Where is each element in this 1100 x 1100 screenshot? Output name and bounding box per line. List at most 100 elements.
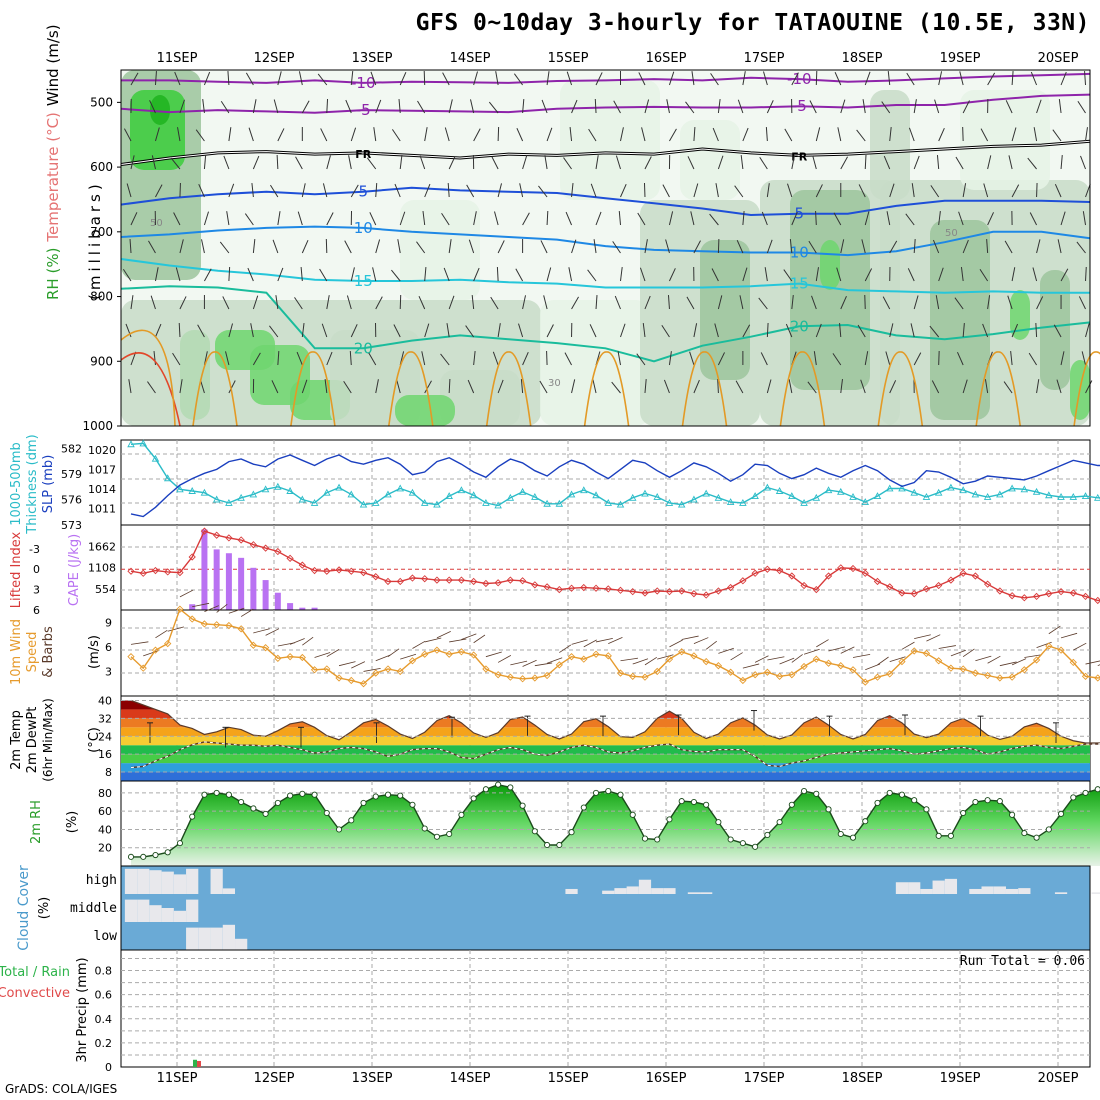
cloud-ylabel: (%) [37, 897, 52, 920]
lifted-index-tick-label: 3 [33, 584, 40, 597]
thickness-line-point [983, 493, 992, 500]
surface-wind-barb [253, 628, 270, 634]
wind-barb [251, 183, 254, 198]
rh-line-point [409, 801, 416, 808]
wind-barb [833, 212, 842, 226]
wind-barb [490, 296, 499, 310]
wind-barb [272, 239, 279, 254]
wind-barb [471, 295, 475, 310]
temperature-tick-label: 16 [98, 748, 112, 761]
wind-barb [858, 184, 866, 198]
wind-barb [125, 323, 132, 338]
wind-barb [571, 379, 576, 394]
rh-line-point [433, 833, 440, 840]
wind-barb [448, 378, 451, 394]
cloud-side-label: Cloud Cover [16, 865, 32, 951]
wind-barb [742, 324, 751, 338]
thickness-line-point [800, 498, 808, 506]
lifted-index-line-point [151, 566, 160, 575]
wind-barb [375, 99, 382, 114]
wind-barb [348, 155, 352, 170]
wind-barb [1077, 100, 1086, 114]
wind-barb [228, 183, 235, 198]
wind-barb [179, 239, 184, 254]
wind-barb [1028, 352, 1037, 366]
wind-barb [219, 241, 230, 254]
isotherm-label: 20 [354, 339, 373, 357]
low-cloud-bar [210, 927, 223, 950]
slp-line [130, 454, 1100, 518]
date-label-bottom: 18SEP [842, 1071, 883, 1086]
wind-barb [693, 240, 701, 254]
wind-barb [301, 323, 305, 338]
thickness-line-point [176, 485, 184, 493]
surface-wind-barb [791, 654, 803, 663]
wind-barb [911, 183, 915, 198]
lifted-index-line-point [665, 588, 674, 596]
lifted-index-line-point [433, 576, 441, 584]
wind-speed-line-point [873, 673, 882, 681]
wind-barb [123, 128, 132, 142]
wind-barb [740, 155, 744, 170]
wind-speed-line-point [849, 666, 857, 674]
wind-speed-line-point [604, 652, 612, 660]
rh-line-point [1033, 834, 1040, 841]
thickness-line-point [775, 487, 784, 494]
surface-wind-barb [767, 656, 785, 661]
wind-barb [424, 183, 431, 198]
rh-line-point [127, 853, 135, 860]
thickness-line-point [1045, 491, 1053, 499]
rh-line-point [189, 813, 196, 820]
rh-line-point [654, 836, 661, 843]
wind-barb [228, 266, 231, 282]
rh-line-point [152, 851, 159, 859]
rh-line-point [1094, 786, 1100, 793]
wind-speed-line-point [298, 653, 306, 662]
wind-barb [497, 183, 502, 198]
wind-barb [497, 240, 505, 254]
thickness-line-point [531, 493, 539, 500]
wind-barb [519, 183, 524, 198]
wind-barb [717, 295, 723, 310]
pressure-tick-label: 1000 [82, 419, 113, 433]
wind-barb [1060, 351, 1065, 366]
wind-barb [813, 351, 817, 366]
date-label-bottom: 20SEP [1038, 1071, 1079, 1086]
rh-line-point [739, 840, 746, 847]
rh-line-point [837, 830, 844, 838]
lifted-index-line-point [396, 577, 404, 586]
wind-barb [228, 127, 232, 142]
wind-barb [862, 99, 866, 114]
lifted-index-tick-label: 6 [33, 604, 40, 617]
date-label-top: 12SEP [254, 51, 295, 66]
humidity-shading [440, 370, 520, 426]
wind-barb [494, 211, 499, 226]
slp-tick-label: 1011 [88, 503, 116, 516]
wind-barb [644, 379, 647, 394]
cape-bar [287, 603, 294, 610]
temperature-panel: 40 32 24 16 8 2m Temp 2m DewPt (6hr Min/Max) (°C… [9, 694, 1100, 782]
wind-barb [834, 72, 842, 86]
wind-barb [350, 127, 357, 142]
wind-barb [636, 353, 646, 366]
wind-barb [618, 211, 621, 226]
wind-barb [1005, 100, 1013, 114]
rh-line-point [996, 798, 1003, 805]
isotherm-label: -10 [787, 70, 812, 88]
surface-wind-barb [179, 589, 194, 598]
high-cloud-bar [161, 871, 174, 894]
wind-barb [766, 379, 772, 394]
pressure-tick-label: 800 [90, 290, 113, 304]
wind-barb [179, 99, 185, 114]
thickness-line-point [641, 489, 649, 497]
wind-barb [987, 155, 992, 170]
wind-barb [273, 99, 279, 114]
wind-speed-line-point [445, 650, 453, 658]
wind-speed-line-point [616, 669, 625, 677]
cloud-background [121, 866, 1090, 950]
thickness-line-point [861, 498, 870, 505]
thickness-line-point [543, 499, 551, 507]
wind-barb [983, 183, 989, 198]
wind-barb [595, 211, 602, 226]
wind-barb [712, 127, 719, 142]
